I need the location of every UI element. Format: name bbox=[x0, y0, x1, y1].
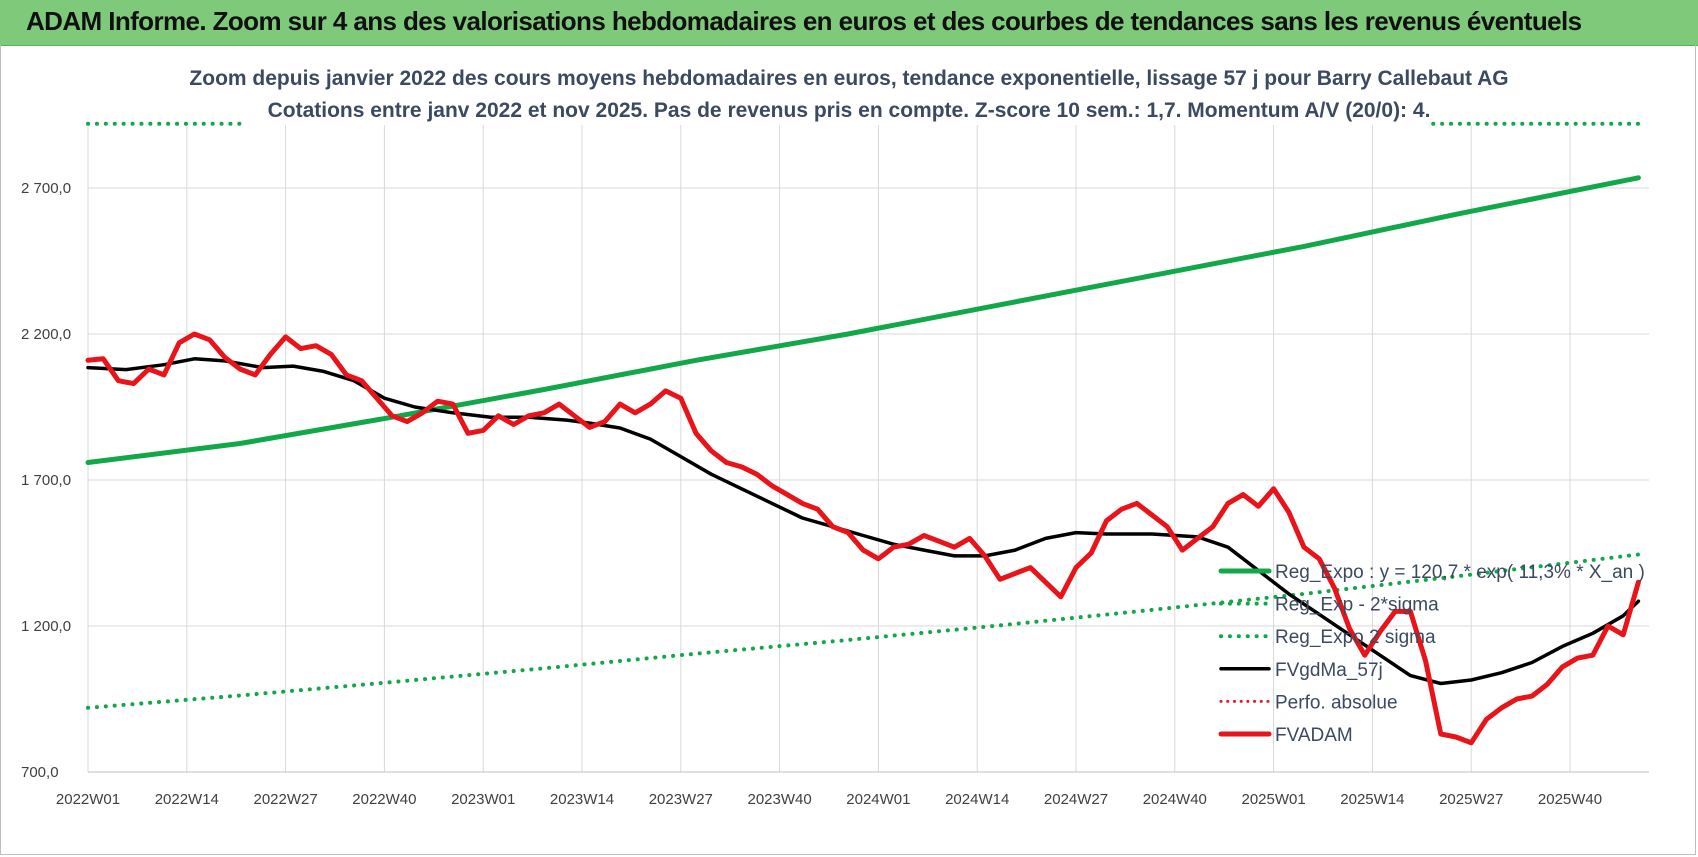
y-tick-label: 2 700,0 bbox=[21, 180, 71, 197]
chart-subtitle: Cotations entre janv 2022 et nov 2025. P… bbox=[268, 99, 1431, 122]
y-tick-label: 700,0 bbox=[21, 764, 59, 781]
legend-label: Reg_Expo : y = 120,7 * exp( 11,3% * X_an… bbox=[1275, 562, 1645, 583]
legend-label: Reg_Exp - 2*sigma bbox=[1275, 595, 1439, 616]
x-tick-label: 2025W27 bbox=[1439, 791, 1503, 808]
x-tick-label: 2022W01 bbox=[56, 791, 120, 808]
series-reg-expo-line bbox=[85, 175, 1641, 465]
y-tick-label: 2 200,0 bbox=[21, 326, 71, 343]
chart-title-bg bbox=[247, 63, 1451, 93]
x-tick-label: 2024W01 bbox=[846, 791, 910, 808]
report-banner: ADAM Informe. Zoom sur 4 ans des valoris… bbox=[0, 0, 1698, 46]
x-tick-label: 2024W27 bbox=[1044, 791, 1108, 808]
x-tick-label: 2022W14 bbox=[155, 791, 219, 808]
x-tick-label: 2023W27 bbox=[649, 791, 713, 808]
grid-layer bbox=[87, 125, 1649, 773]
series-reg-exp-minus-2sigma-line bbox=[86, 552, 1641, 710]
axis-layer: 700,0 1 200,0 1 700,0 2 200,0 2 700,0 2022W01… bbox=[21, 180, 1649, 808]
x-tick-label: 2025W40 bbox=[1538, 791, 1602, 808]
legend-label: Perfo. absolue bbox=[1275, 692, 1398, 713]
x-tick-label: 2023W40 bbox=[747, 791, 811, 808]
x-tick-label: 2023W14 bbox=[550, 791, 614, 808]
x-tick-label: 2024W14 bbox=[945, 791, 1009, 808]
report-title: ADAM Informe. Zoom sur 4 ans des valoris… bbox=[26, 6, 1582, 36]
legend-label: FVADAM bbox=[1275, 725, 1353, 746]
x-tick-label: 2023W01 bbox=[451, 791, 515, 808]
chart-subtitle-bg bbox=[301, 93, 1397, 123]
chart-canvas: 700,0 1 200,0 1 700,0 2 200,0 2 700,0 2022W01… bbox=[21, 63, 1649, 808]
chart-title: Zoom depuis janvier 2022 des cours moyen… bbox=[189, 67, 1508, 90]
series-fvadam-line bbox=[85, 331, 1641, 746]
legend-label: Reg_Expo 2 sigma bbox=[1275, 627, 1436, 648]
chart-frame: 700,0 1 200,0 1 700,0 2 200,0 2 700,0 2022W01… bbox=[0, 45, 1696, 855]
x-tick-label: 2022W27 bbox=[253, 791, 317, 808]
x-tick-label: 2022W40 bbox=[352, 791, 416, 808]
x-tick-label: 2025W14 bbox=[1340, 791, 1404, 808]
y-tick-label: 1 700,0 bbox=[21, 472, 71, 489]
x-tick-label: 2024W40 bbox=[1143, 791, 1207, 808]
y-tick-label: 1 200,0 bbox=[21, 618, 71, 635]
legend-label: FVgdMa_57j bbox=[1275, 660, 1383, 681]
chart-legend: Reg_Expo : y = 120,7 * exp( 11,3% * X_an… bbox=[1218, 562, 1645, 746]
x-tick-label: 2025W01 bbox=[1241, 791, 1305, 808]
series-layer bbox=[85, 121, 1641, 746]
series-fvgdma-57j-line bbox=[86, 357, 1641, 686]
